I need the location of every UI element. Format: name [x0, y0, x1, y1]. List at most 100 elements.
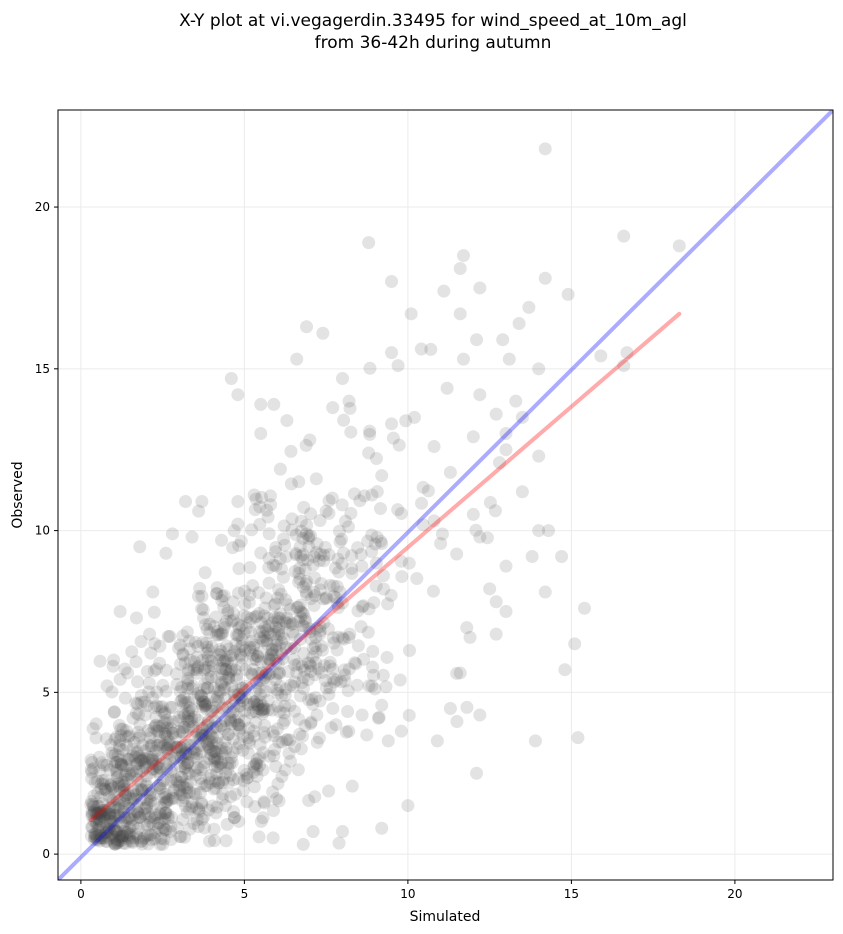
data-point [117, 775, 131, 789]
data-point [249, 609, 263, 623]
data-point [196, 700, 210, 714]
data-point [273, 679, 287, 693]
data-point [93, 834, 107, 848]
data-point [146, 754, 160, 768]
data-point [112, 808, 126, 822]
data-point [160, 721, 174, 735]
data-point [122, 811, 136, 825]
data-point [254, 397, 268, 411]
data-point [214, 757, 228, 771]
data-point [381, 597, 395, 611]
data-point [187, 750, 201, 764]
data-point [133, 754, 147, 768]
data-point [214, 761, 228, 775]
data-point [113, 734, 127, 748]
data-point [146, 757, 160, 771]
data-point [141, 806, 155, 820]
data-point [138, 708, 152, 722]
data-point [145, 762, 159, 776]
data-point [219, 714, 233, 728]
data-point [84, 795, 98, 809]
data-point [85, 805, 99, 819]
data-point [308, 691, 322, 705]
data-point [251, 699, 265, 713]
data-point [310, 708, 324, 722]
data-point [133, 717, 147, 731]
data-point [123, 768, 137, 782]
data-point [199, 636, 213, 650]
data-point [116, 836, 130, 850]
data-point [213, 627, 227, 641]
data-point [313, 627, 327, 641]
data-point [178, 738, 192, 752]
data-point [122, 729, 136, 743]
data-point [262, 576, 276, 590]
data-point [273, 666, 287, 680]
data-point [300, 527, 314, 541]
data-point [85, 772, 99, 786]
data-point [134, 792, 148, 806]
data-point [198, 676, 212, 690]
data-point [473, 281, 487, 295]
data-point [185, 530, 199, 544]
data-point [197, 611, 211, 625]
data-point [105, 794, 119, 808]
data-point [174, 741, 188, 755]
data-point [102, 790, 116, 804]
data-point [170, 740, 184, 754]
data-point [466, 507, 480, 521]
data-point [266, 558, 280, 572]
data-point [483, 582, 497, 596]
data-point [361, 625, 375, 639]
data-point [198, 697, 212, 711]
data-point [167, 783, 181, 797]
data-point [205, 799, 219, 813]
data-point [194, 771, 208, 785]
data-point [99, 805, 113, 819]
data-point [99, 834, 113, 848]
data-point [276, 570, 290, 584]
data-point [104, 779, 118, 793]
data-point [163, 738, 177, 752]
data-point [330, 597, 344, 611]
data-point [129, 611, 143, 625]
data-point [300, 575, 314, 589]
data-point [131, 811, 145, 825]
data-point [351, 541, 365, 555]
data-point [268, 611, 282, 625]
data-point [92, 805, 106, 819]
data-point [266, 804, 280, 818]
data-point [278, 699, 292, 713]
data-point [199, 702, 213, 716]
data-point [163, 825, 177, 839]
data-point [287, 628, 301, 642]
data-point [156, 774, 170, 788]
data-point [198, 566, 212, 580]
data-point [350, 678, 364, 692]
data-point [143, 794, 157, 808]
data-point [256, 746, 270, 760]
data-point [233, 698, 247, 712]
data-point [166, 752, 180, 766]
data-point [116, 829, 130, 843]
data-point [236, 729, 250, 743]
data-point [104, 817, 118, 831]
data-point [221, 606, 235, 620]
data-point [106, 814, 120, 828]
data-point [149, 710, 163, 724]
data-point [118, 786, 132, 800]
data-point [344, 506, 358, 520]
data-point [206, 721, 220, 735]
data-point [169, 740, 183, 754]
data-point [617, 229, 631, 243]
data-point [257, 630, 271, 644]
data-point [208, 744, 222, 758]
data-point [414, 342, 428, 356]
data-point [341, 684, 355, 698]
data-point [195, 728, 209, 742]
data-point [250, 697, 264, 711]
data-point [158, 812, 172, 826]
data-point [191, 639, 205, 653]
data-point [252, 625, 266, 639]
data-point [281, 665, 295, 679]
